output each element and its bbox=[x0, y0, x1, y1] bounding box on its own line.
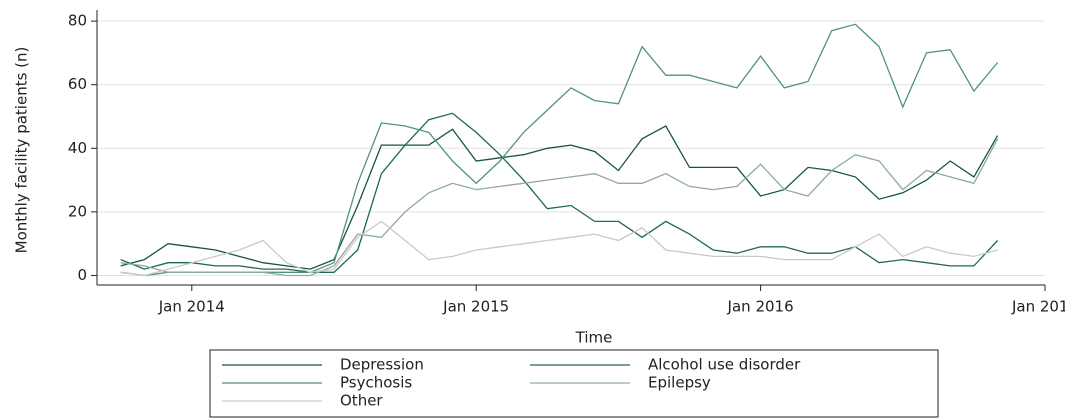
x-tick-label: Jan 2016 bbox=[727, 298, 794, 316]
y-tick-label: 40 bbox=[68, 139, 87, 157]
series-line bbox=[120, 138, 999, 277]
y-tick-label: 0 bbox=[77, 266, 87, 284]
legend-label: Other bbox=[340, 392, 383, 410]
x-tick-label: Jan 2017 bbox=[1011, 298, 1065, 316]
legend-label: Depression bbox=[340, 356, 424, 374]
legend-label: Psychosis bbox=[340, 374, 412, 392]
legend-label: Alcohol use disorder bbox=[648, 356, 801, 374]
legend-box bbox=[209, 349, 939, 418]
y-axis-label: Monthly facility patients (n) bbox=[13, 47, 31, 254]
series-line bbox=[120, 23, 999, 277]
legend-label: Epilepsy bbox=[648, 374, 711, 392]
x-tick-label: Jan 2014 bbox=[158, 298, 225, 316]
x-tick-label: Jan 2015 bbox=[442, 298, 509, 316]
series-line bbox=[120, 220, 998, 277]
y-tick-label: 60 bbox=[68, 75, 87, 93]
series-line bbox=[120, 112, 999, 273]
x-axis-label: Time bbox=[575, 329, 613, 347]
y-tick-label: 80 bbox=[68, 12, 87, 30]
series-line bbox=[120, 125, 999, 270]
y-tick-label: 20 bbox=[68, 202, 87, 220]
